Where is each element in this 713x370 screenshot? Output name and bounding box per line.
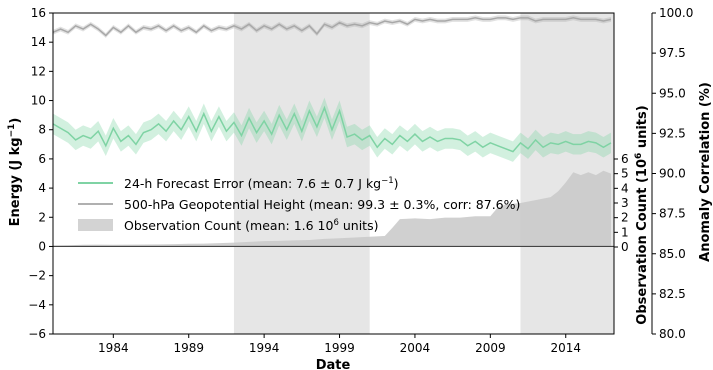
tick-labels: 1984 1989 1994 1999 2004 2009 2014−6−4−2024681…	[28, 6, 693, 355]
series-lines	[52, 17, 612, 153]
y-left-tick-label-3: 0	[38, 239, 46, 253]
shaded-period-0	[233, 13, 370, 334]
y-left-tick-label-7: 8	[38, 123, 46, 137]
legend: 24-h Forecast Error (mean: 7.6 ± 0.7 J k…	[78, 176, 520, 233]
y-left-tick-label-10: 14	[31, 35, 46, 49]
legend-label-forecast-error: 24-h Forecast Error (mean: 7.6 ± 0.7 J k…	[124, 176, 399, 191]
y-corr-tick-label-0: 80.0	[659, 327, 686, 341]
y-corr-tick-label-1: 82.5	[659, 287, 686, 301]
y-obs-tick-label-2: 2	[621, 211, 629, 225]
y-left-tick-label-9: 12	[31, 64, 46, 78]
observation-area-layer	[53, 170, 611, 247]
y-obs-tick-label-6: 6	[621, 152, 629, 166]
y-corr-tick-label-5: 92.5	[659, 126, 686, 140]
x-tick-label-4: 2004	[400, 341, 431, 355]
y-corr-tick-label-7: 97.5	[659, 46, 686, 60]
x-tick-label-0: 1984	[98, 341, 129, 355]
y-left-tick-label-2: −2	[28, 269, 46, 283]
y-left-tick-label-1: −4	[28, 298, 46, 312]
y-obs-tick-label-1: 1	[621, 225, 629, 239]
y-obs-tick-label-0: 0	[621, 240, 629, 254]
y-axis-label-corr: Anomaly Correlation (%)	[698, 82, 713, 262]
axes	[49, 12, 656, 338]
shaded-period-1	[520, 13, 614, 334]
y-axis-label-obs: Observation Count (106 units)	[634, 105, 650, 324]
y-left-tick-label-0: −6	[28, 327, 46, 341]
y-left-tick-label-8: 10	[31, 94, 46, 108]
y-left-tick-label-6: 6	[38, 152, 46, 166]
x-tick-label-2: 1994	[249, 341, 280, 355]
y-corr-tick-label-2: 85.0	[659, 247, 686, 261]
y-corr-tick-label-4: 90.0	[659, 167, 686, 181]
area-observation-count	[53, 170, 611, 247]
shaded-periods	[233, 13, 614, 334]
legend-label-geopotential: 500-hPa Geopotential Height (mean: 99.3 …	[124, 197, 520, 212]
y-left-tick-label-4: 2	[38, 210, 46, 224]
x-axis-label: Date	[316, 358, 351, 370]
line-500-hpa-geopotential-height	[52, 17, 612, 37]
legend-swatch-observation-count	[78, 219, 113, 231]
line-24-h-forecast-error	[52, 105, 612, 153]
y-corr-tick-label-8: 100.0	[659, 6, 693, 20]
y-corr-tick-label-6: 95.0	[659, 86, 686, 100]
x-tick-label-3: 1999	[324, 341, 355, 355]
x-tick-label-5: 2009	[475, 341, 506, 355]
y-axis-label-left: Energy (J kg−1)	[7, 118, 23, 227]
y-left-tick-label-11: 16	[31, 6, 46, 20]
y-obs-tick-label-4: 4	[621, 181, 629, 195]
y-corr-tick-label-3: 87.5	[659, 207, 686, 221]
x-tick-label-6: 2014	[550, 341, 581, 355]
y-left-tick-label-5: 4	[38, 181, 46, 195]
y-obs-tick-label-5: 5	[621, 167, 629, 181]
x-tick-label-1: 1989	[173, 341, 204, 355]
legend-label-observation-count: Observation Count (mean: 1.6 106 units)	[124, 218, 378, 233]
y-obs-tick-label-3: 3	[621, 196, 629, 210]
